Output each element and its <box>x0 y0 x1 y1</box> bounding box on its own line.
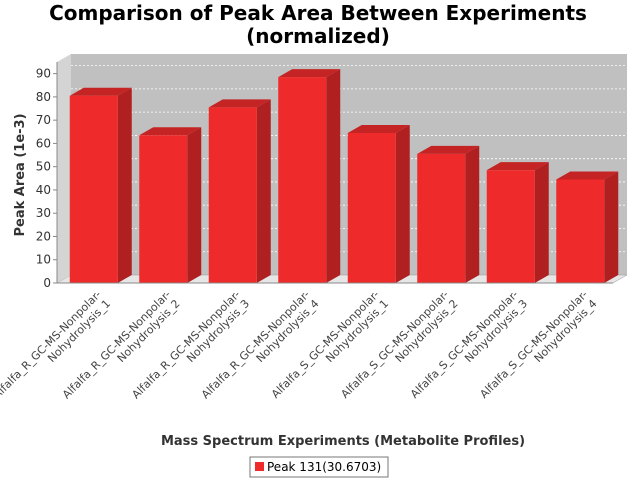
bar-side <box>534 162 549 283</box>
bar <box>278 69 341 283</box>
bar-top <box>278 69 341 78</box>
x-tick-labels: Alfalfa_R_GC-MS-Nonpolar-Nohydrolysis_1A… <box>0 288 600 411</box>
bar-side <box>187 127 202 283</box>
bar-top <box>139 127 202 136</box>
bar-side <box>117 87 132 283</box>
bar <box>556 171 619 283</box>
legend-label: Peak 131(30.6703) <box>267 460 381 474</box>
bar-side <box>395 124 410 283</box>
legend: Peak 131(30.6703) <box>249 456 389 478</box>
chart-title-line: (normalized) <box>246 24 390 48</box>
legend-swatch <box>255 462 264 471</box>
y-tick-label: 70 <box>36 113 51 127</box>
y-tick-label: 10 <box>36 253 51 267</box>
bar-side <box>326 69 341 283</box>
bar <box>208 99 271 283</box>
bar-top <box>208 99 271 108</box>
bar <box>486 162 549 283</box>
bar <box>417 145 480 283</box>
axes <box>56 62 613 284</box>
bar-front <box>347 132 396 283</box>
y-tick-labels: 0 10 20 30 40 50 60 70 80 90 <box>36 67 57 290</box>
bar-front <box>486 170 535 283</box>
chart-title: Comparison of Peak Area Between Experime… <box>49 1 587 48</box>
bar-front <box>139 135 188 283</box>
bar-top <box>486 162 549 171</box>
bar-side <box>256 99 271 283</box>
bar-side <box>465 145 480 283</box>
bars <box>69 69 619 283</box>
y-tick-label: 90 <box>36 67 51 81</box>
y-tick-label: 30 <box>36 206 51 220</box>
x-tick-label: Alfalfa_R_GC-MS-Nonpolar-Nohydrolysis_1 <box>0 288 113 411</box>
bar-front <box>556 179 605 283</box>
bar <box>347 124 410 283</box>
chart-title-line: Comparison of Peak Area Between Experime… <box>49 1 587 25</box>
y-tick-label: 60 <box>36 136 51 150</box>
y-axis-title: Peak Area (1e-3) <box>13 113 28 236</box>
bar-top <box>417 145 480 154</box>
y-tick-label: 40 <box>36 183 51 197</box>
y-tick-label: 20 <box>36 229 51 243</box>
bar-front <box>278 77 327 283</box>
side-wall <box>57 54 71 283</box>
bar <box>69 87 132 283</box>
bar-front <box>69 95 118 283</box>
y-tick-label: 50 <box>36 160 51 174</box>
legend-box <box>249 456 389 478</box>
bar-side <box>604 171 619 283</box>
bar-front <box>208 107 257 283</box>
bar-top <box>556 171 619 180</box>
x-tick-label-line: Alfalfa_R_GC-MS-Nonpolar- <box>0 288 104 401</box>
bar-top <box>347 124 410 133</box>
bar <box>139 127 202 283</box>
y-tick-label: 80 <box>36 90 51 104</box>
bar-top <box>69 87 132 96</box>
x-axis-title: Mass Spectrum Experiments (Metabolite Pr… <box>161 434 525 449</box>
y-tick-label: 0 <box>43 276 51 290</box>
bar-front <box>417 153 466 283</box>
